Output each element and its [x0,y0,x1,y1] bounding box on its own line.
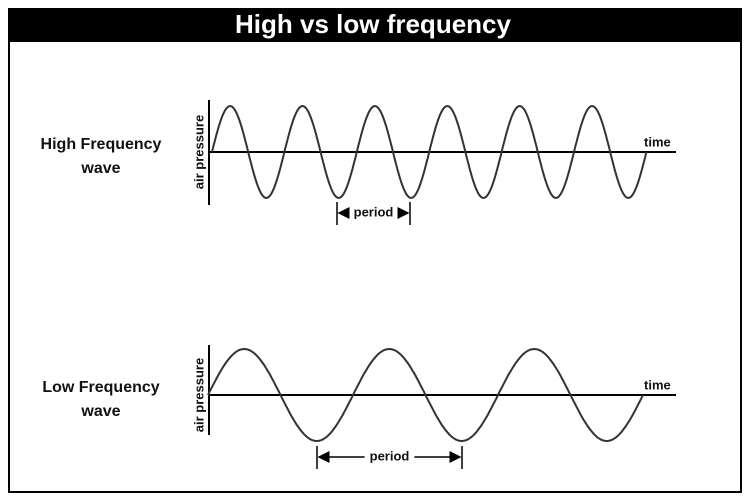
y-axis-label: air pressure [191,115,206,189]
frame [8,8,742,493]
y-axis-label: air pressure [191,358,206,432]
wave [211,105,648,199]
title: High vs low frequency [235,9,511,39]
wave-label: wave [80,160,120,177]
x-axis-label: time [644,134,671,149]
wave-label: High Frequency [41,136,162,153]
wave-label: wave [80,403,120,420]
wave-label: Low Frequency [42,379,159,396]
title-bar [9,9,741,42]
period-label: period [370,448,410,463]
x-axis-label: time [644,377,671,392]
wave [207,347,644,443]
period-label: period [354,204,394,219]
